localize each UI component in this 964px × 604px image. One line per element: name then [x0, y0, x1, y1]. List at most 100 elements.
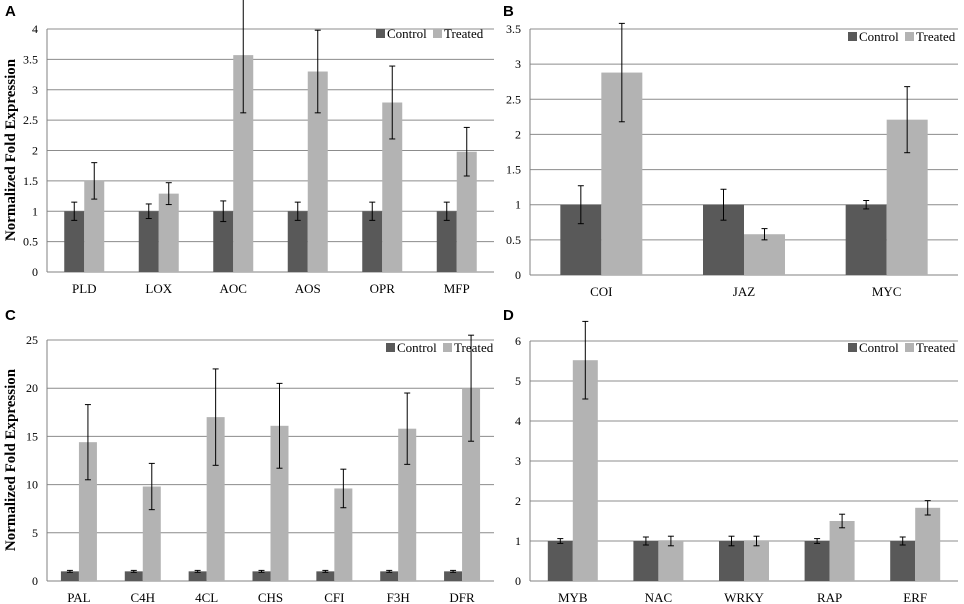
y-tick-label: 25 — [26, 333, 38, 347]
x-category-label: C4H — [131, 590, 156, 604]
panel-b: B 0 0.5 1 1.5 2 2.5 3 3.5 COI JAZ MYC Control Trea… — [503, 3, 958, 299]
bar-treated-chs — [270, 425, 289, 581]
bar-treated-erf — [915, 507, 941, 581]
panel-a: A Normalized Fold Expression 0 0.5 1 1.5 2 2.… — [3, 0, 494, 296]
y-tick-label: 2 — [515, 127, 521, 141]
x-category-label: CHS — [258, 590, 283, 604]
legend-label-control: Control — [859, 29, 899, 44]
y-axis-label: Normalized Fold Expression — [3, 58, 19, 241]
y-tick-label: 1 — [32, 204, 38, 218]
y-tick-label: 2.5 — [23, 113, 38, 127]
legend-label-control: Control — [859, 340, 899, 355]
bar-control-4cl — [188, 571, 207, 581]
bar-treated-f3h — [398, 428, 417, 581]
y-tick-label: 0.5 — [506, 233, 521, 247]
x-category-label: DFR — [449, 590, 475, 604]
x-category-label: ERF — [903, 590, 927, 604]
y-ticks: 0 0.5 1 1.5 2 2.5 3 3.5 — [506, 22, 521, 282]
bar-control-aos — [287, 211, 308, 272]
bar-control-chs — [252, 571, 271, 581]
bars — [560, 22, 928, 275]
y-tick-label: 3 — [515, 57, 521, 71]
x-category-label: 4CL — [195, 590, 218, 604]
x-category-label: MFP — [444, 281, 470, 296]
x-category-label: CFI — [324, 590, 344, 604]
bars — [64, 0, 477, 273]
bar-treated-opr — [382, 102, 403, 272]
x-category-label: LOX — [145, 281, 172, 296]
bar-treated-c4h — [142, 486, 161, 581]
legend-label-treated: Treated — [444, 26, 484, 41]
bar-control-mfp — [436, 211, 457, 272]
legend-swatch-treated — [433, 29, 442, 38]
legend-swatch-control — [848, 32, 857, 41]
x-categories: PAL C4H 4CL CHS CFI F3H DFR — [67, 590, 475, 604]
bar-treated-jaz — [744, 234, 785, 275]
panel-letter: D — [503, 307, 514, 324]
x-category-label: COI — [590, 284, 612, 299]
x-category-label: WRKY — [724, 590, 764, 604]
bars — [547, 320, 941, 581]
bar-control-pld — [64, 211, 85, 272]
x-categories: COI JAZ MYC — [590, 284, 901, 299]
bar-control-pal — [60, 571, 79, 581]
x-category-label: AOC — [220, 281, 247, 296]
legend-swatch-control — [848, 343, 857, 352]
y-tick-label: 0 — [32, 574, 38, 588]
legend-swatch-treated — [905, 343, 914, 352]
bar-treated-lox — [158, 193, 179, 272]
y-tick-label: 0 — [515, 268, 521, 282]
bar-control-myb — [547, 541, 573, 581]
y-tick-label: 2 — [515, 494, 521, 508]
x-category-label: MYB — [558, 590, 588, 604]
y-tick-label: 0 — [32, 265, 38, 279]
y-tick-label: 0.5 — [23, 235, 38, 249]
x-category-label: F3H — [387, 590, 410, 604]
panel-letter: B — [503, 3, 514, 20]
legend-label-control: Control — [387, 26, 427, 41]
legend: Control Treated — [386, 340, 494, 355]
y-tick-label: 4 — [515, 414, 521, 428]
bar-treated-4cl — [206, 417, 225, 581]
x-category-label: NAC — [645, 590, 672, 604]
bar-control-myc — [845, 204, 887, 275]
legend-label-treated: Treated — [916, 29, 956, 44]
y-tick-label: 3.5 — [506, 22, 521, 36]
x-categories: PLD LOX AOC AOS OPR MFP — [72, 281, 470, 296]
y-axis-label: Normalized Fold Expression — [3, 368, 19, 551]
y-tick-label: 6 — [515, 334, 521, 348]
bar-control-f3h — [380, 571, 399, 581]
x-category-label: MYC — [872, 284, 902, 299]
y-tick-label: 1.5 — [506, 163, 521, 177]
y-tick-label: 4 — [32, 22, 38, 36]
bar-control-opr — [362, 211, 383, 272]
bar-treated-rap — [829, 521, 855, 581]
legend-label-treated: Treated — [916, 340, 956, 355]
legend: Control Treated — [376, 26, 484, 41]
bar-treated-mfp — [456, 151, 477, 272]
bar-control-rap — [804, 541, 830, 581]
y-ticks: 0 1 2 3 4 5 6 — [515, 334, 521, 588]
y-tick-label: 3 — [515, 454, 521, 468]
y-tick-label: 10 — [26, 478, 38, 492]
bar-treated-wrky — [744, 541, 769, 581]
y-tick-label: 1 — [515, 534, 521, 548]
legend-swatch-treated — [443, 343, 452, 352]
bar-control-lox — [138, 211, 159, 272]
bar-treated-nac — [658, 541, 684, 581]
bars — [60, 334, 481, 581]
legend-label-treated: Treated — [454, 340, 494, 355]
y-tick-label: 0 — [515, 574, 521, 588]
x-category-label: AOS — [295, 281, 321, 296]
panel-letter: C — [5, 307, 16, 324]
bar-treated-aoc — [233, 55, 254, 273]
bar-control-dfr — [444, 571, 463, 581]
bar-control-wrky — [719, 541, 744, 581]
y-tick-label: 1.5 — [23, 174, 38, 188]
bar-control-aoc — [213, 211, 234, 272]
bar-control-nac — [633, 541, 659, 581]
bar-treated-pld — [84, 180, 105, 272]
y-tick-label: 1 — [515, 198, 521, 212]
legend-label-control: Control — [397, 340, 437, 355]
y-tick-label: 15 — [26, 429, 38, 443]
